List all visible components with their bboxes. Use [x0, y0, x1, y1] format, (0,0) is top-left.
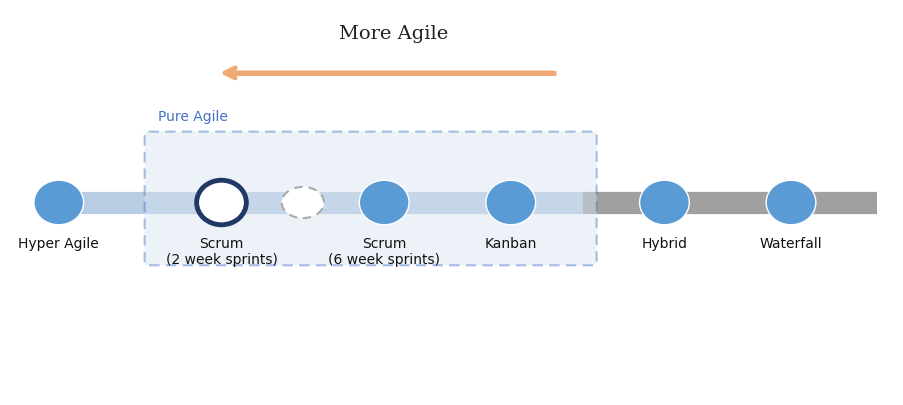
Text: More Agile: More Agile: [339, 25, 447, 43]
Ellipse shape: [282, 187, 323, 218]
Ellipse shape: [639, 180, 689, 225]
Text: Kanban: Kanban: [484, 237, 536, 251]
Ellipse shape: [358, 180, 408, 225]
Text: Scrum
(2 week sprints): Scrum (2 week sprints): [165, 237, 277, 267]
Text: Hyper Agile: Hyper Agile: [18, 237, 99, 251]
Ellipse shape: [197, 180, 246, 225]
Text: Scrum
(6 week sprints): Scrum (6 week sprints): [328, 237, 440, 267]
Ellipse shape: [34, 180, 84, 225]
FancyBboxPatch shape: [144, 132, 596, 265]
Ellipse shape: [486, 180, 535, 225]
Ellipse shape: [766, 180, 815, 225]
Text: Pure Agile: Pure Agile: [158, 109, 228, 124]
Text: Waterfall: Waterfall: [759, 237, 822, 251]
Text: Hybrid: Hybrid: [641, 237, 686, 251]
